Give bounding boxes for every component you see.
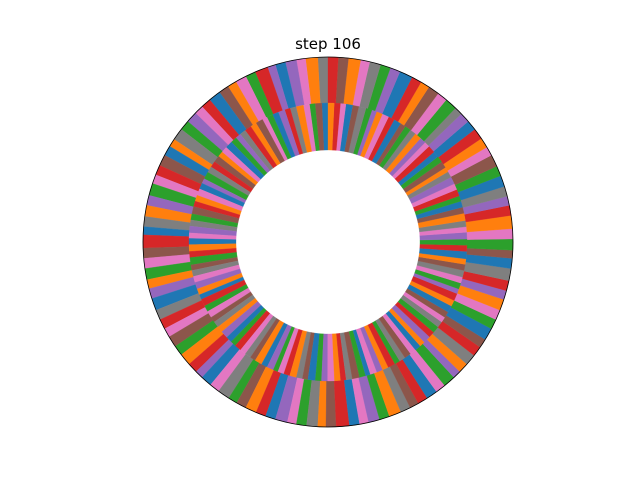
outer-ring-edge [142,56,514,428]
outer-ring [142,56,514,428]
inner-ring [188,102,468,382]
inner-slice [327,102,335,151]
inner-slice [188,238,237,245]
outer-slice [142,234,190,249]
outer-slice [466,238,514,251]
chart-title: step 106 [295,35,361,53]
